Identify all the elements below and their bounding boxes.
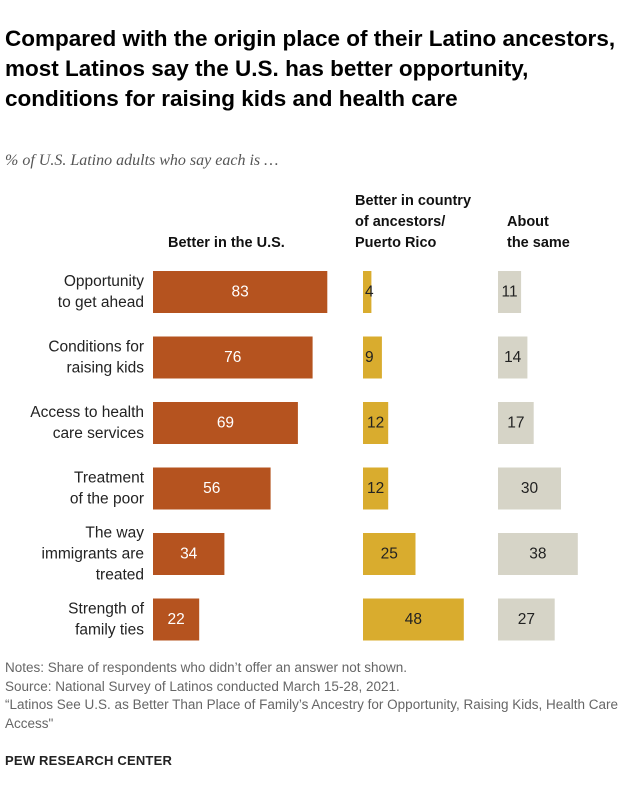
data-label: 12 bbox=[367, 415, 384, 432]
series-header-line: the same bbox=[507, 235, 570, 251]
data-label: 11 bbox=[502, 284, 518, 301]
bar bbox=[363, 271, 372, 313]
data-label: 69 bbox=[217, 415, 234, 432]
data-label: 25 bbox=[381, 546, 398, 563]
bar bbox=[153, 271, 328, 313]
category-label: Access to health bbox=[30, 404, 144, 421]
bar bbox=[153, 336, 313, 379]
series-header-ancestors: Better in country of ancestors/ Puerto R… bbox=[355, 191, 471, 254]
bar bbox=[153, 402, 298, 444]
bar bbox=[498, 533, 578, 575]
chart-title: Compared with the origin place of their … bbox=[5, 26, 616, 111]
series-header-line: About bbox=[507, 214, 549, 230]
category-label: The way bbox=[85, 525, 144, 542]
bar bbox=[363, 598, 464, 641]
data-label: 83 bbox=[232, 284, 249, 301]
bar bbox=[363, 467, 389, 510]
series-header-us: Better in the U.S. bbox=[168, 233, 285, 254]
data-label: 14 bbox=[504, 349, 522, 366]
category-label: Opportunity bbox=[64, 273, 144, 290]
category-label: immigrants are bbox=[42, 546, 145, 563]
bar-chart: Opportunity to get ahead 83 4 11 Conditions f… bbox=[30, 271, 578, 641]
series-header-line: Better in the U.S. bbox=[168, 235, 285, 251]
data-label: 17 bbox=[507, 415, 524, 432]
category-label: raising kids bbox=[66, 360, 144, 377]
data-label: 48 bbox=[405, 611, 422, 628]
data-label: 12 bbox=[367, 480, 384, 497]
notes-block: Notes: Share of respondents who didn’t o… bbox=[5, 659, 625, 733]
data-label: 9 bbox=[365, 349, 374, 366]
bar bbox=[363, 402, 389, 444]
chart-subtitle: % of U.S. Latino adults who say each is … bbox=[5, 152, 279, 169]
category-label: Treatment bbox=[74, 470, 145, 487]
bar bbox=[363, 533, 416, 575]
bar bbox=[498, 336, 528, 379]
data-label: 22 bbox=[167, 611, 184, 628]
category-label: family ties bbox=[75, 622, 144, 639]
category-label: of the poor bbox=[70, 491, 144, 508]
bar bbox=[153, 533, 225, 575]
category-label: to get ahead bbox=[58, 294, 144, 311]
bar bbox=[153, 598, 200, 641]
data-label: 27 bbox=[518, 611, 535, 628]
series-header-same: About the same bbox=[507, 212, 570, 254]
bar bbox=[363, 336, 382, 379]
category-label: Conditions for bbox=[48, 339, 144, 356]
series-header-line: Puerto Rico bbox=[355, 235, 437, 251]
note-text: Notes: Share of respondents who didn’t o… bbox=[5, 660, 407, 675]
bar bbox=[498, 271, 522, 313]
data-label: 30 bbox=[521, 480, 539, 497]
data-label: 34 bbox=[180, 546, 198, 563]
data-label: 38 bbox=[529, 546, 546, 563]
data-label: 76 bbox=[224, 349, 241, 366]
series-header-line: of ancestors/ bbox=[355, 214, 446, 230]
category-label: treated bbox=[96, 567, 144, 584]
report-title: “Latinos See U.S. as Better Than Place o… bbox=[5, 697, 619, 731]
data-label: 4 bbox=[365, 284, 374, 301]
bar bbox=[498, 598, 555, 641]
bar bbox=[498, 402, 534, 444]
pew-logo: PEW RESEARCH CENTER bbox=[5, 753, 173, 768]
category-label: care services bbox=[53, 425, 145, 442]
source-text: Source: National Survey of Latinos condu… bbox=[5, 678, 400, 694]
bar bbox=[153, 467, 271, 510]
series-header-line: Better in country bbox=[355, 193, 472, 209]
bar bbox=[498, 467, 561, 510]
data-label: 56 bbox=[203, 480, 220, 497]
category-label: Strength of bbox=[68, 601, 145, 618]
